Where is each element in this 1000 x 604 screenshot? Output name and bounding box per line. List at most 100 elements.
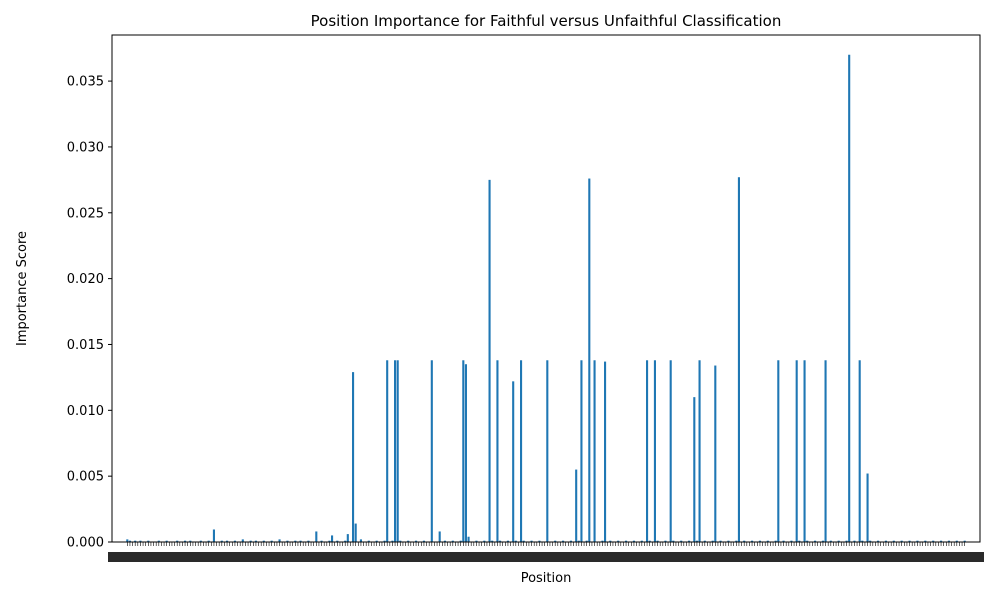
bar: [963, 540, 966, 542]
bar: [858, 360, 861, 542]
bar: [346, 534, 349, 542]
bar: [609, 540, 612, 542]
bar: [777, 360, 780, 542]
bar: [585, 540, 588, 542]
bar: [672, 540, 675, 542]
bar: [719, 540, 722, 542]
bar: [226, 540, 229, 542]
bar: [940, 540, 943, 542]
bar: [737, 177, 740, 542]
x-axis-label: Position: [521, 571, 572, 586]
y-tick-label: 0.020: [67, 272, 104, 287]
bar: [522, 540, 525, 542]
bar: [176, 540, 179, 542]
bar: [680, 540, 683, 542]
bar: [207, 540, 210, 542]
bar: [430, 360, 433, 542]
bar: [462, 360, 465, 542]
bar: [354, 523, 357, 542]
y-tick-label: 0.010: [67, 404, 104, 419]
bar: [853, 540, 856, 542]
bar: [884, 540, 887, 542]
bar: [538, 540, 541, 542]
bar: [212, 529, 215, 542]
bar: [233, 540, 236, 542]
bar: [877, 540, 880, 542]
bar: [451, 540, 454, 542]
y-tick-label: 0.000: [67, 536, 104, 551]
bar: [714, 365, 717, 542]
bar: [184, 540, 187, 542]
bar: [924, 540, 927, 542]
bar: [866, 473, 869, 542]
bar: [751, 540, 754, 542]
bar: [829, 540, 832, 542]
bar: [220, 540, 223, 542]
bar: [488, 179, 491, 543]
bar: [955, 540, 958, 542]
bar: [766, 540, 769, 542]
bar: [604, 361, 607, 542]
y-ticks-layer: 0.000 0.005 0.010 0.015 0.020 0.025 0.030 0.035: [67, 75, 112, 551]
bar: [845, 540, 848, 542]
bar: [189, 540, 192, 542]
bar: [396, 360, 399, 542]
bar: [593, 360, 596, 542]
bar: [617, 540, 620, 542]
bar: [824, 360, 827, 542]
bar: [577, 540, 580, 542]
bar: [262, 540, 265, 542]
bar: [806, 540, 809, 542]
bar: [861, 540, 864, 542]
bar: [562, 540, 565, 542]
bar: [199, 540, 202, 542]
bar: [294, 540, 297, 542]
bar: [932, 540, 935, 542]
y-tick-label: 0.015: [67, 338, 104, 353]
x-ticks-layer: [108, 542, 984, 562]
bar: [869, 540, 872, 542]
bar: [464, 364, 467, 542]
bar: [139, 540, 142, 542]
bar: [443, 540, 446, 542]
bar: [782, 540, 785, 542]
bar: [892, 540, 895, 542]
bar: [134, 540, 137, 542]
bar: [491, 540, 494, 542]
bar: [475, 540, 478, 542]
bar: [352, 372, 355, 542]
bar: [625, 540, 628, 542]
bar: [693, 397, 696, 542]
bar: [331, 535, 334, 542]
bar: [157, 540, 160, 542]
bar: [512, 381, 515, 542]
bar: [703, 540, 706, 542]
bar: [278, 539, 281, 542]
bar: [391, 540, 394, 542]
bar: [695, 540, 698, 542]
bar: [821, 540, 824, 542]
bar: [514, 540, 517, 542]
bar: [407, 540, 410, 542]
bar: [640, 540, 643, 542]
y-axis-label: Importance Score: [15, 231, 30, 346]
bar: [664, 540, 667, 542]
bar: [580, 360, 583, 542]
bar: [814, 540, 817, 542]
bar: [307, 540, 310, 542]
bar: [438, 531, 441, 542]
bar: [646, 360, 649, 542]
bar: [520, 360, 523, 542]
bar: [669, 360, 672, 542]
bar: [467, 536, 470, 542]
bar: [383, 540, 386, 542]
bar: [359, 539, 362, 542]
bar: [320, 540, 323, 542]
bar: [483, 540, 486, 542]
bar: [774, 540, 777, 542]
bar: [758, 540, 761, 542]
bar: [459, 540, 462, 542]
bar: [848, 54, 851, 542]
